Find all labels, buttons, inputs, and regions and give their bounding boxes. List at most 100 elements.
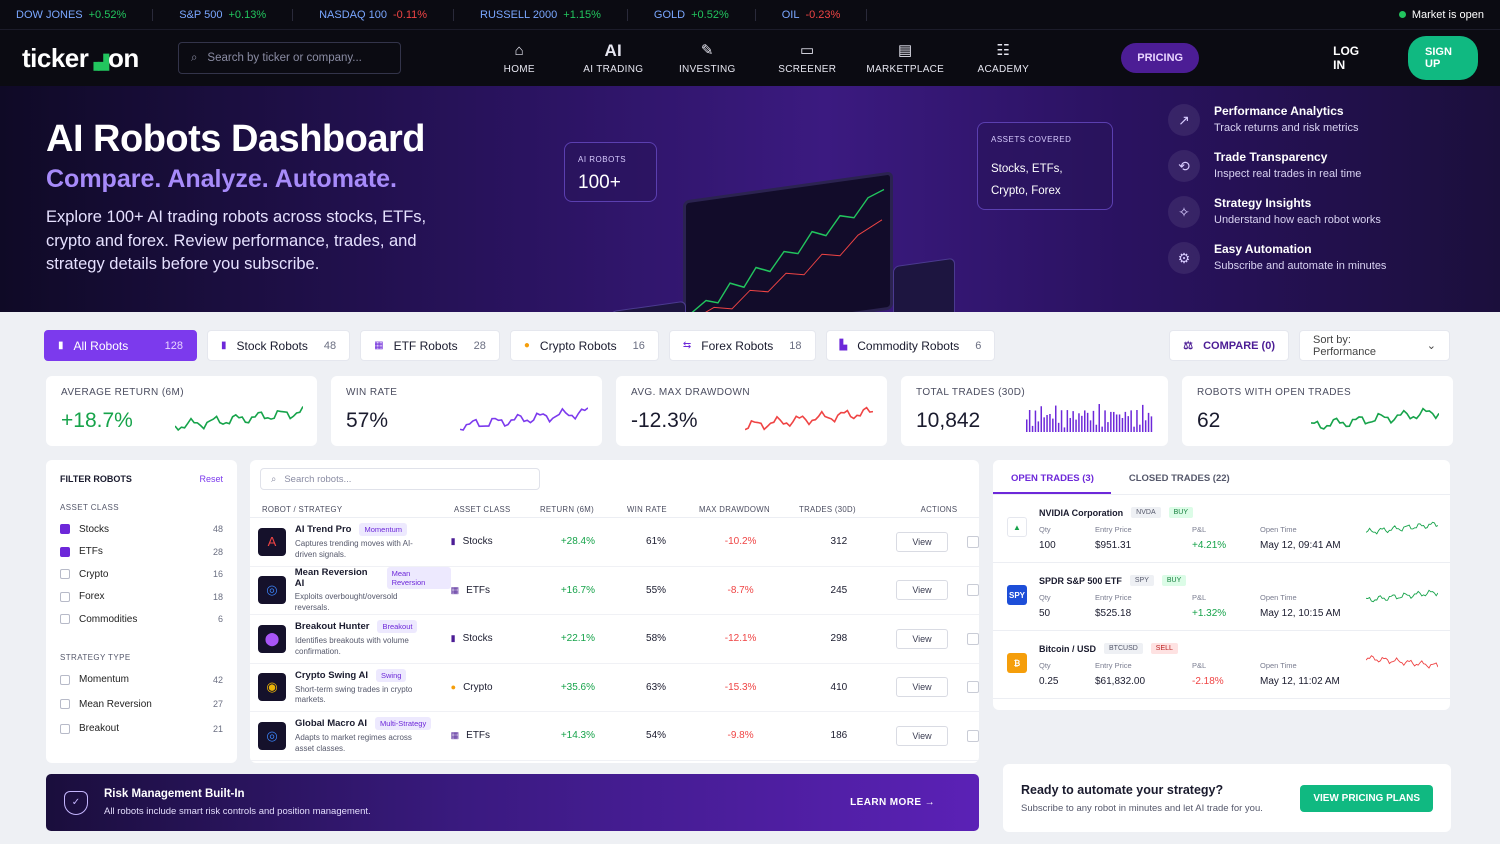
nav-item-marketplace[interactable]: ▤ MARKETPLACE xyxy=(857,42,953,75)
tab-icon: ▮ xyxy=(58,340,64,351)
trade-item[interactable]: SPY SPDR S&P 500 ETF SPY BUY Qty 50 Entry Pric… xyxy=(993,563,1450,631)
robot-info: Crypto Swing AI Swing Short-term swing tra… xyxy=(295,668,420,706)
ticker-item[interactable]: OIL -0.23% xyxy=(782,8,868,21)
checkbox[interactable] xyxy=(60,591,70,602)
view-button[interactable]: View xyxy=(896,725,948,746)
ai-icon: AI xyxy=(604,40,623,60)
filter-option-forex[interactable]: Forex 18 xyxy=(60,586,223,609)
feature-item: ⟲ Trade Transparency Inspect real trades i… xyxy=(1168,150,1386,182)
ticker-name: GOLD xyxy=(653,8,686,21)
nav-item-academy[interactable]: ☷ ACADEMY xyxy=(953,42,1053,75)
tab-etf-robots[interactable]: ▦ ETF Robots 28 xyxy=(360,330,500,361)
compare-checkbox[interactable] xyxy=(967,535,979,548)
nav-item-home[interactable]: ⌂ HOME xyxy=(469,42,569,75)
logo[interactable]: ticker▗▟on xyxy=(22,42,139,73)
view-button[interactable]: View xyxy=(896,628,948,649)
kpi-card: ROBOTS WITH OPEN TRADES 62 xyxy=(1182,376,1453,446)
scale-icon: ⚖ xyxy=(1183,340,1194,352)
filter-option-etfs[interactable]: ETFs 28 xyxy=(60,541,223,564)
return-cell: +16.7% xyxy=(560,584,596,596)
sparkline xyxy=(1026,404,1153,432)
checkbox[interactable] xyxy=(60,674,70,685)
symbol-chip: NVDA xyxy=(1131,507,1161,518)
feature-text: Strategy Insights Understand how each rob… xyxy=(1214,196,1381,226)
trade-name: NVIDIA Corporation NVDA BUY xyxy=(1039,507,1370,518)
view-button[interactable]: View xyxy=(896,531,948,552)
trade-field: P&L +1.32% xyxy=(1192,593,1260,619)
checkbox[interactable] xyxy=(60,699,70,710)
trades-panel: OPEN TRADES (3) CLOSED TRADES (22) ▲ NVID… xyxy=(993,460,1450,710)
ticker-item[interactable]: NASDAQ 100 -0.11% xyxy=(319,8,455,21)
nav-item-screener[interactable]: ▭ SCREENER xyxy=(757,42,857,75)
checkbox[interactable] xyxy=(60,569,70,580)
reset-link[interactable]: Reset xyxy=(199,474,223,484)
risk-title: Risk Management Built-In xyxy=(104,788,245,800)
asset-icon: ▦ xyxy=(450,730,460,741)
view-button[interactable]: View xyxy=(896,677,948,698)
filter-option-breakout[interactable]: Breakout 21 xyxy=(60,717,223,742)
trades-cell: 186 xyxy=(830,730,848,742)
tab-crypto-robots[interactable]: ● Crypto Robots 16 xyxy=(509,330,659,361)
column-header: ASSET CLASS xyxy=(454,505,511,514)
tab-stock-robots[interactable]: ▮ Stock Robots 48 xyxy=(207,330,351,361)
ticker-item[interactable]: S&P 500 +0.13% xyxy=(179,8,294,21)
hero-description: Explore 100+ AI trading robots across st… xyxy=(46,208,427,273)
tab-open-trades[interactable]: OPEN TRADES (3) xyxy=(993,460,1111,494)
login-link[interactable]: LOG IN xyxy=(1333,44,1360,72)
learn-more-link[interactable]: LEARN MORE → xyxy=(850,797,935,808)
robot-name-text: Global Macro AI xyxy=(295,718,367,730)
ticker-name: RUSSELL 2000 xyxy=(480,8,558,21)
trade-item[interactable]: ▲ NVIDIA Corporation NVDA BUY Qty 100 Entry Pr… xyxy=(993,495,1450,563)
compare-button[interactable]: ⚖ COMPARE (0) xyxy=(1169,330,1289,361)
trade-value: May 12, 10:15 AM xyxy=(1260,608,1341,619)
compare-checkbox[interactable] xyxy=(967,729,979,742)
category-tabs: ▮ All Robots 128 ▮ Stock Robots 48 ▦ ETF Robots… xyxy=(44,330,1450,361)
filter-option-momentum[interactable]: Momentum 42 xyxy=(60,668,223,693)
filter-option-stocks[interactable]: Stocks 48 xyxy=(60,518,223,541)
trade-name-text: SPDR S&P 500 ETF xyxy=(1039,575,1122,586)
checkbox[interactable] xyxy=(60,546,70,557)
search-input[interactable]: ⌕ Search by ticker or company... xyxy=(177,42,402,74)
trade-item[interactable]: ₿ Bitcoin / USD BTCUSD SELL Qty 0.25 Entry Pri… xyxy=(993,631,1450,699)
robot-info: Breakout Hunter Breakout Identifies breako… xyxy=(295,620,420,657)
kpi-label: AVG. MAX DRAWDOWN xyxy=(631,387,751,398)
checkbox[interactable] xyxy=(60,723,70,734)
checkbox[interactable] xyxy=(60,614,70,625)
tab-commodity-robots[interactable]: ▙ Commodity Robots 6 xyxy=(825,330,996,361)
sort-select[interactable]: Sort by: Performance ⌄ xyxy=(1299,330,1450,361)
marketplace-icon: ▤ xyxy=(898,41,913,59)
tab-all-robots[interactable]: ▮ All Robots 128 xyxy=(44,330,197,361)
signup-button[interactable]: SIGN UP xyxy=(1408,36,1478,80)
filter-option-crypto[interactable]: Crypto 16 xyxy=(60,563,223,586)
filter-option-commodities[interactable]: Commodities 6 xyxy=(60,608,223,631)
strategy-tag: Multi-Strategy xyxy=(374,717,432,731)
asset-cell: ▮ Stocks xyxy=(451,633,536,644)
compare-checkbox[interactable] xyxy=(967,584,979,597)
tab-forex-robots[interactable]: ⇆ Forex Robots 18 xyxy=(668,330,816,361)
feature-subtitle: Subscribe and automate in minutes xyxy=(1214,260,1387,272)
pricing-button[interactable]: PRICING xyxy=(1121,43,1200,73)
filter-count: 42 xyxy=(212,674,223,685)
ticker-item[interactable]: DOW JONES +0.52% xyxy=(16,8,154,21)
robot-name: AI Trend Pro Momentum xyxy=(295,523,420,537)
drawdown-cell: -10.2% xyxy=(724,536,757,548)
compare-checkbox[interactable] xyxy=(967,681,979,694)
robot-name-text: Mean Reversion AI xyxy=(294,567,368,590)
view-pricing-button[interactable]: VIEW PRICING PLANS xyxy=(1300,784,1433,812)
checkbox[interactable] xyxy=(60,524,70,535)
robot-search-input[interactable]: ⌕ Search robots... xyxy=(260,468,540,490)
ticker-item[interactable]: RUSSELL 2000 +1.15% xyxy=(480,8,628,21)
ticker-change: -0.23% xyxy=(805,8,841,21)
tab-count: 6 xyxy=(975,339,982,352)
view-button[interactable]: View xyxy=(896,580,948,601)
ticker-item[interactable]: GOLD +0.52% xyxy=(653,8,756,21)
compare-checkbox[interactable] xyxy=(967,632,979,645)
tab-closed-trades[interactable]: CLOSED TRADES (22) xyxy=(1128,473,1230,484)
nav-item-ai-trading[interactable]: AI AI TRADING xyxy=(569,40,657,75)
filter-option-mean-reversion[interactable]: Mean Reversion 27 xyxy=(60,692,223,717)
drawdown-cell: -15.3% xyxy=(724,681,757,693)
screener-icon: ▭ xyxy=(800,41,815,59)
trade-body: Bitcoin / USD BTCUSD SELL Qty 0.25 Entry Pric… xyxy=(1039,643,1370,698)
nav-item-investing[interactable]: ✎ INVESTING xyxy=(657,42,757,75)
filter-label: Momentum xyxy=(79,674,130,686)
